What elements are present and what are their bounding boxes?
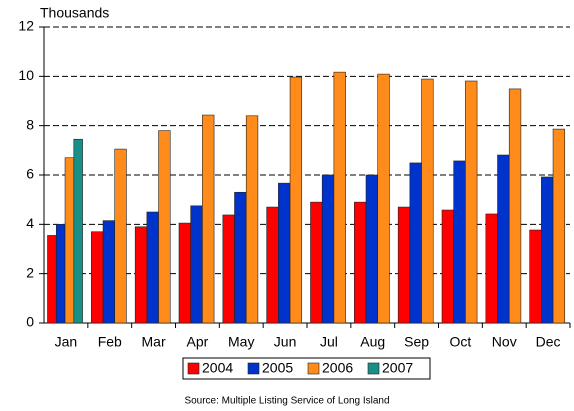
bar bbox=[453, 160, 466, 324]
bar bbox=[73, 138, 83, 324]
bar bbox=[245, 115, 259, 324]
y-tick-label: 12 bbox=[18, 18, 34, 34]
bar bbox=[202, 114, 215, 324]
x-tick-label: Jul bbox=[320, 334, 338, 350]
bar bbox=[497, 154, 510, 324]
bar bbox=[222, 214, 235, 324]
bar bbox=[321, 174, 335, 324]
y-axis-label: Thousands bbox=[40, 5, 109, 21]
bar bbox=[289, 76, 303, 324]
bar bbox=[102, 220, 116, 324]
source: Source: Multiple Listing Service of Long… bbox=[184, 396, 389, 407]
bar bbox=[278, 182, 291, 324]
bar bbox=[485, 213, 498, 324]
x-tick-label: Aug bbox=[360, 334, 385, 350]
bar bbox=[409, 162, 422, 324]
bar bbox=[190, 205, 203, 324]
bar bbox=[529, 229, 542, 324]
bar bbox=[354, 201, 367, 324]
x-tick-label: Dec bbox=[536, 334, 561, 350]
bar bbox=[146, 211, 159, 324]
bar bbox=[91, 231, 104, 324]
bar bbox=[365, 174, 379, 324]
bar bbox=[541, 176, 554, 324]
legend-label: 2007 bbox=[382, 360, 413, 376]
bar bbox=[310, 201, 323, 324]
x-tick-label: Jan bbox=[55, 334, 78, 350]
x-tick-label: Apr bbox=[187, 334, 209, 350]
x-tick-label: May bbox=[228, 334, 254, 350]
bar bbox=[552, 128, 566, 324]
x-tick-label: Oct bbox=[450, 334, 472, 350]
x-tick-label: Jun bbox=[274, 334, 297, 350]
bar bbox=[333, 71, 346, 324]
bar bbox=[114, 148, 127, 324]
bar bbox=[64, 157, 75, 324]
bar bbox=[397, 206, 411, 324]
bar bbox=[465, 80, 478, 324]
y-tick-label: 10 bbox=[18, 67, 34, 83]
y-tick-label: 8 bbox=[26, 116, 34, 132]
bar bbox=[178, 222, 191, 324]
bar bbox=[421, 78, 434, 324]
bar bbox=[266, 206, 279, 324]
bar bbox=[158, 130, 171, 324]
bar bbox=[47, 235, 57, 324]
y-tick-label: 4 bbox=[26, 215, 34, 231]
bar bbox=[134, 226, 148, 324]
x-tick-label: Mar bbox=[142, 334, 166, 350]
y-tick-label: 0 bbox=[26, 314, 34, 330]
bar bbox=[508, 88, 522, 324]
x-tick-label: Nov bbox=[492, 334, 517, 350]
bar bbox=[55, 224, 66, 324]
y-tick-label: 2 bbox=[26, 264, 34, 280]
x-tick-label: Feb bbox=[98, 334, 122, 350]
bar bbox=[377, 73, 390, 324]
bar bbox=[234, 191, 247, 324]
y-tick-label: 6 bbox=[26, 166, 34, 182]
legend-swatch bbox=[247, 362, 260, 375]
legend-swatch bbox=[187, 362, 200, 375]
legend-label: 2004 bbox=[202, 360, 233, 376]
legend-swatch bbox=[307, 362, 320, 375]
bar bbox=[441, 209, 454, 324]
legend-label: 2005 bbox=[262, 360, 293, 376]
x-tick-label: Sep bbox=[404, 334, 429, 350]
legend-swatch bbox=[367, 362, 380, 375]
legend-label: 2006 bbox=[322, 360, 353, 376]
